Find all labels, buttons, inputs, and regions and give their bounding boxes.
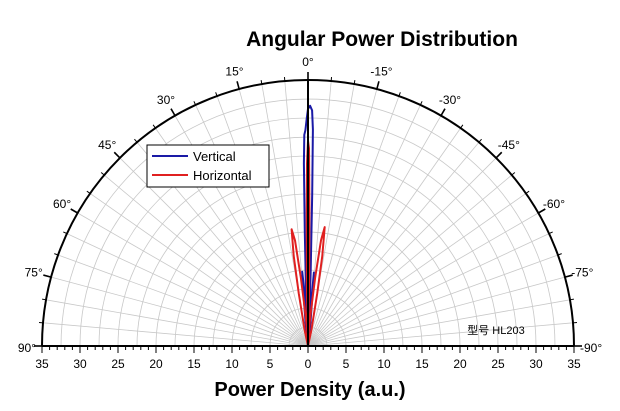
angle-label: -60° bbox=[543, 197, 565, 211]
angle-label: -90° bbox=[580, 341, 602, 355]
legend-label-horizontal: Horizontal bbox=[193, 168, 252, 183]
grid-spoke bbox=[89, 193, 309, 347]
tick-labels: 35 30 25 20 15 10 5 0 5 10 15 20 25 30 35 90° 75° 60° 45° 3… bbox=[18, 55, 603, 371]
angle-tick bbox=[398, 92, 401, 97]
radial-tick-label: 35 bbox=[35, 357, 49, 371]
grid-spoke bbox=[103, 174, 309, 347]
angle-tick bbox=[564, 274, 573, 278]
angle-label: -75° bbox=[571, 265, 593, 279]
angle-label: 90° bbox=[18, 341, 36, 355]
angle-label: 60° bbox=[53, 197, 71, 211]
angle-tick bbox=[495, 151, 503, 159]
angle-tick bbox=[215, 92, 218, 97]
grid-spoke bbox=[50, 276, 309, 347]
x-axis-label: Power Density (a.u.) bbox=[214, 379, 405, 401]
angle-tick bbox=[260, 80, 263, 85]
grid-spoke bbox=[307, 193, 527, 347]
grid-spoke bbox=[307, 276, 566, 347]
angle-tick bbox=[100, 172, 105, 176]
angle-label: 15° bbox=[225, 65, 243, 79]
grid-spoke bbox=[307, 157, 497, 347]
angle-tick bbox=[86, 190, 91, 194]
model-annotation: 型号 HL203 bbox=[467, 323, 524, 337]
angle-tick bbox=[193, 101, 197, 106]
angle-tick bbox=[569, 298, 574, 301]
radial-tick-label: 0 bbox=[305, 357, 312, 371]
angle-tick bbox=[478, 138, 482, 143]
grid-spoke bbox=[195, 104, 309, 347]
angle-tick bbox=[353, 80, 356, 85]
legend-label-vertical: Vertical bbox=[193, 149, 236, 164]
radial-tick-label: 10 bbox=[225, 357, 239, 371]
grid-spoke bbox=[307, 254, 559, 347]
radial-tick-label: 15 bbox=[187, 357, 201, 371]
angle-tick bbox=[460, 124, 464, 129]
radial-tick-label: 20 bbox=[453, 357, 467, 371]
radial-tick-label: 30 bbox=[73, 357, 87, 371]
grid-spoke bbox=[307, 212, 539, 347]
angle-label: 30° bbox=[157, 93, 175, 107]
angle-tick bbox=[376, 81, 380, 90]
grid-spoke bbox=[77, 212, 309, 347]
angle-tick bbox=[525, 190, 530, 194]
angle-tick bbox=[419, 101, 423, 106]
radial-tick-label: 25 bbox=[491, 357, 505, 371]
radial-tick-label: 35 bbox=[567, 357, 581, 371]
grid-spoke bbox=[307, 88, 378, 347]
angle-tick bbox=[42, 298, 47, 301]
angle-tick bbox=[70, 208, 79, 214]
angle-tick bbox=[511, 172, 516, 176]
angle-label: 0° bbox=[302, 55, 314, 69]
grid-spoke bbox=[238, 88, 309, 347]
grid-spoke bbox=[57, 254, 309, 347]
radial-tick-label: 30 bbox=[529, 357, 543, 371]
angle-label: -15° bbox=[370, 65, 392, 79]
chart-frame bbox=[34, 72, 582, 353]
angle-tick bbox=[440, 108, 446, 117]
grid-spoke bbox=[307, 104, 421, 347]
radial-tick-label: 10 bbox=[377, 357, 391, 371]
grid-spoke bbox=[307, 127, 461, 347]
grid-spoke bbox=[42, 322, 309, 347]
grid-spoke bbox=[45, 299, 309, 347]
angle-tick bbox=[537, 208, 546, 214]
angle-tick bbox=[548, 231, 553, 235]
grid-spoke bbox=[216, 95, 309, 347]
radial-tick-label: 25 bbox=[111, 357, 125, 371]
angle-label: 75° bbox=[25, 265, 43, 279]
angle-label: 45° bbox=[98, 138, 116, 152]
angle-tick bbox=[236, 81, 240, 90]
grid-spoke bbox=[307, 322, 574, 347]
angle-tick bbox=[63, 231, 68, 235]
angle-label: -30° bbox=[439, 93, 461, 107]
angle-tick bbox=[43, 274, 52, 278]
angle-tick bbox=[152, 124, 156, 129]
angle-tick bbox=[113, 151, 121, 159]
legend: Vertical Horizontal bbox=[146, 144, 270, 188]
grid-spoke bbox=[307, 299, 571, 347]
radial-tick-label: 20 bbox=[149, 357, 163, 371]
angle-tick bbox=[134, 138, 138, 143]
angle-tick bbox=[54, 253, 59, 256]
chart-title: Angular Power Distribution bbox=[246, 28, 518, 51]
angle-label: -45° bbox=[498, 138, 520, 152]
grid-spoke bbox=[307, 174, 513, 347]
angle-tick bbox=[557, 253, 562, 256]
legend-box bbox=[146, 144, 270, 188]
grid-spoke bbox=[307, 115, 442, 347]
grid-spoke bbox=[307, 141, 480, 347]
grid-spoke bbox=[307, 233, 550, 347]
radial-tick-label: 5 bbox=[267, 357, 274, 371]
radial-tick-label: 15 bbox=[415, 357, 429, 371]
radial-tick-label: 5 bbox=[343, 357, 350, 371]
angle-tick bbox=[170, 108, 176, 117]
grid-spoke bbox=[66, 233, 309, 347]
grid-spoke bbox=[119, 157, 309, 347]
grid-spoke bbox=[307, 95, 400, 347]
